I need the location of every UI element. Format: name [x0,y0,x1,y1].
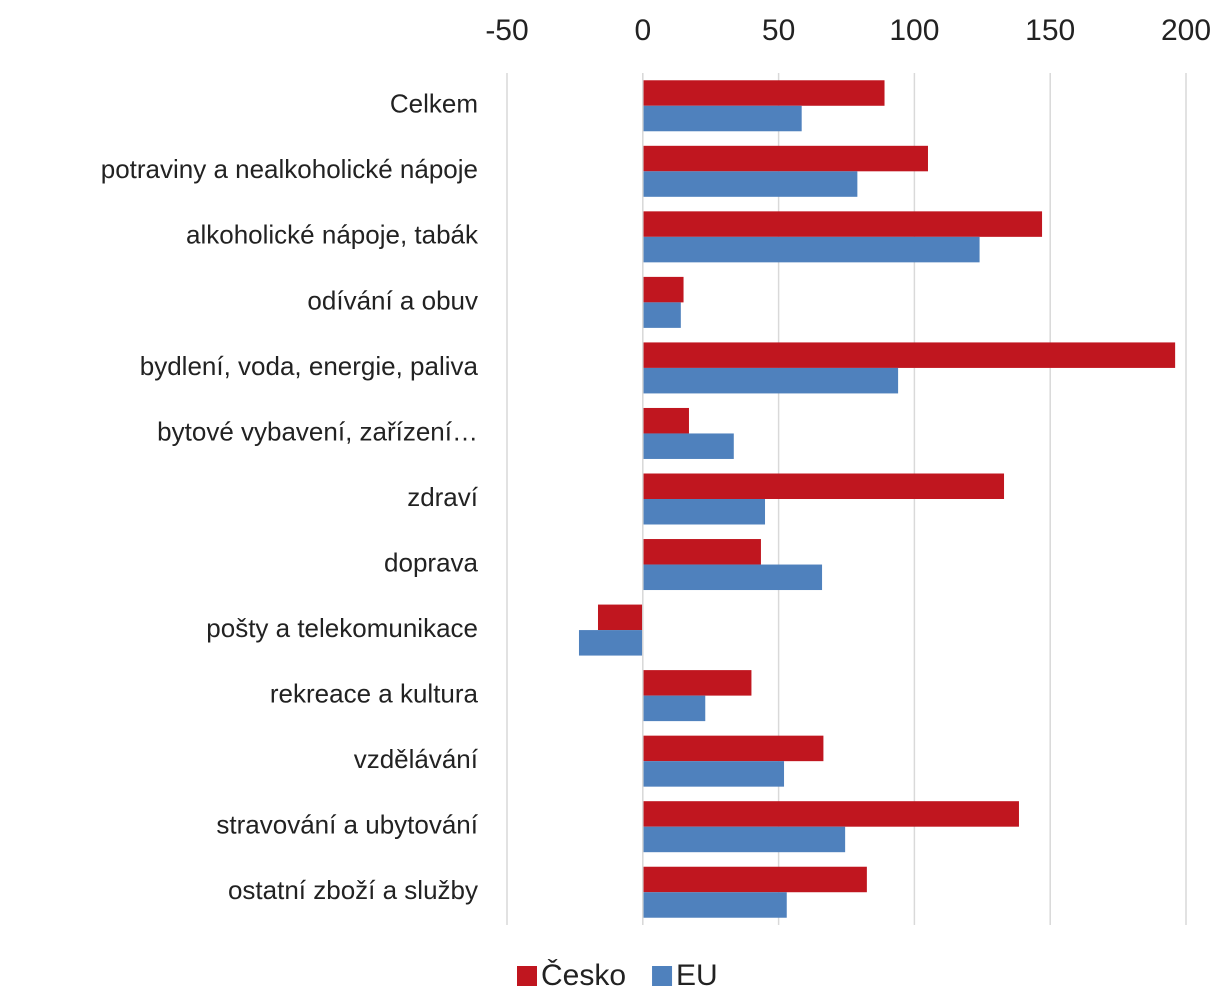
bar [642,826,846,853]
bar [642,473,1005,499]
bar [642,539,761,565]
bar [642,433,734,459]
bar [642,342,1176,368]
bar [642,735,824,762]
bar [642,564,823,591]
x-tick-label: 50 [762,14,795,47]
bar [642,302,681,328]
y-tick-label: doprava [384,547,478,577]
x-tick-label: 200 [1161,14,1211,47]
bar [642,236,980,263]
y-tick-label: bytové vybavení, zařízení… [157,416,478,446]
bar [642,761,785,787]
y-tick-label: vzdělávání [354,744,479,774]
bar [642,145,928,172]
bar [642,407,689,434]
y-tick-label: Celkem [390,89,478,119]
x-tick-label: -50 [485,14,528,47]
bar [578,630,643,656]
bar [642,367,899,394]
bar [642,171,858,197]
y-tick-label: ostatní zboží a služby [228,875,478,905]
y-tick-label: odívání a obuv [307,285,478,315]
bar [642,695,706,722]
bar [642,892,787,918]
bar [642,80,885,106]
legend-label: EU [676,959,718,992]
legend-label: Česko [541,958,626,992]
x-tick-label: 100 [889,14,939,47]
x-tick-label: 150 [1025,14,1075,47]
bar [642,670,752,696]
y-tick-label: alkoholické nápoje, tabák [186,220,479,250]
bar [642,866,867,893]
y-tick-label: zdraví [407,482,479,512]
y-tick-label: stravování a ubytování [216,810,478,840]
y-tick-label: pošty a telekomunikace [206,613,478,643]
legend-swatch [517,966,537,986]
x-tick-label: 0 [634,14,651,47]
bar [642,801,1019,827]
bar [642,105,802,132]
legend-swatch [652,966,673,986]
y-tick-label: rekreace a kultura [270,678,479,708]
bar [642,276,684,303]
bar [597,604,643,631]
y-tick-label: bydlení, voda, energie, paliva [140,351,479,381]
y-tick-label: potraviny a nealkoholické nápoje [101,154,478,184]
bar [642,499,766,525]
bar [642,211,1043,237]
